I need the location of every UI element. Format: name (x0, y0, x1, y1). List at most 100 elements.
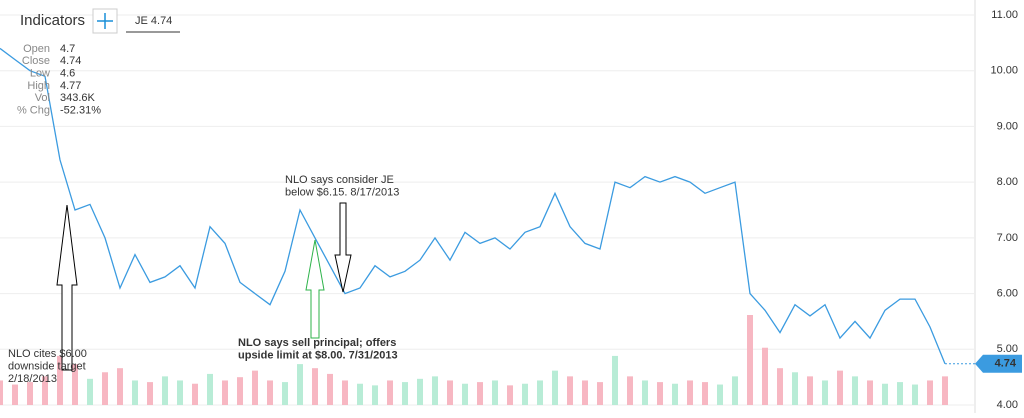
volume-bar (687, 380, 693, 405)
volume-bar (657, 382, 663, 405)
volume-bar (447, 380, 453, 405)
volume-bar (0, 380, 3, 405)
volume-bar (297, 364, 303, 405)
annotation: below $6.15. 8/17/2013 (285, 186, 399, 198)
volume-bar (912, 384, 918, 405)
volume-bar (342, 380, 348, 405)
y-tick-label: 5.00 (997, 343, 1018, 355)
volume-bar (462, 383, 468, 405)
volume-bar (327, 373, 333, 405)
info-value: -52.31% (60, 104, 101, 116)
volume-bar (582, 380, 588, 405)
y-tick-label: 4.00 (997, 399, 1018, 411)
arrow (334, 202, 352, 293)
volume-bar (897, 382, 903, 405)
info-label: Open (23, 43, 50, 55)
volume-bar (717, 384, 723, 405)
info-label: Vol (35, 92, 50, 104)
symbol-tab[interactable]: JE 4.74 (135, 15, 172, 27)
volume-bar (132, 380, 138, 405)
volume-bar (492, 380, 498, 405)
volume-bar (552, 370, 558, 405)
volume-bar (747, 315, 753, 405)
volume-bar (207, 373, 213, 405)
volume-bar (597, 382, 603, 405)
y-tick-label: 8.00 (997, 176, 1018, 188)
volume-bar (147, 382, 153, 405)
y-tick-label: 7.00 (997, 232, 1018, 244)
price-line (0, 47, 946, 365)
annotation: NLO says sell principal; offers (238, 337, 396, 349)
volume-bar (882, 383, 888, 405)
volume-bars (0, 315, 948, 405)
annotation: NLO says consider JE (285, 174, 394, 186)
annotation: 2/18/2013 (8, 373, 57, 385)
volume-bar (402, 382, 408, 405)
annotation: upside limit at $8.00. 7/31/2013 (238, 349, 398, 361)
y-tick-label: 6.00 (997, 287, 1018, 299)
annotation: NLO cites $6.00 (8, 348, 87, 360)
info-value: 343.6K (60, 92, 96, 104)
volume-bar (867, 380, 873, 405)
info-value: 4.74 (60, 55, 81, 67)
volume-bar (852, 376, 858, 405)
volume-bar (267, 380, 273, 405)
info-label: Close (22, 55, 50, 67)
volume-bar (372, 385, 378, 405)
info-value: 4.7 (60, 43, 75, 55)
last-price-label: 4.74 (995, 358, 1017, 370)
volume-bar (732, 376, 738, 405)
volume-bar (12, 384, 18, 405)
volume-bar (762, 347, 768, 405)
y-tick-label: 9.00 (997, 120, 1018, 132)
price-line: 4.74 (0, 47, 1022, 373)
volume-bar (792, 372, 798, 405)
arrow (56, 204, 78, 371)
volume-bar (192, 383, 198, 405)
volume-bar (417, 378, 423, 405)
volume-bar (612, 355, 618, 405)
volume-bar (537, 380, 543, 405)
info-label: % Chg (17, 104, 50, 116)
y-tick-label: 10.00 (990, 65, 1018, 77)
volume-bar (522, 383, 528, 405)
info-label: Low (30, 68, 50, 80)
volume-bar (282, 382, 288, 405)
volume-bar (72, 364, 78, 405)
volume-bar (222, 380, 228, 405)
volume-bar (672, 383, 678, 405)
volume-bar (27, 382, 33, 405)
volume-bar (57, 355, 63, 405)
volume-bar (807, 376, 813, 405)
volume-bar (177, 380, 183, 405)
volume-bar (117, 368, 123, 405)
volume-bar (102, 372, 108, 405)
volume-bar (702, 382, 708, 405)
volume-bar (942, 376, 948, 405)
info-value: 4.6 (60, 68, 75, 80)
volume-bar (627, 376, 633, 405)
volume-bar (567, 376, 573, 405)
header-title: Indicators (20, 12, 85, 29)
info-value: 4.77 (60, 80, 81, 92)
info-label: High (27, 80, 50, 92)
volume-bar (507, 385, 513, 405)
plus-icon (97, 13, 113, 29)
volume-bar (237, 377, 243, 405)
last-price-badge (975, 354, 1022, 373)
arrow (305, 239, 325, 339)
volume-bar (87, 378, 93, 405)
volume-bar (822, 380, 828, 405)
volume-bar (642, 380, 648, 405)
annotation: downside target (8, 360, 86, 372)
info-panel: Open 4.7 Close 4.74 Low 4.6 High 4.77 Vol 343.6K%… (17, 43, 101, 117)
volume-bar (477, 382, 483, 405)
volume-bar (252, 370, 258, 405)
volume-bar (42, 376, 48, 405)
volume-bar (927, 380, 933, 405)
volume-bar (387, 380, 393, 405)
